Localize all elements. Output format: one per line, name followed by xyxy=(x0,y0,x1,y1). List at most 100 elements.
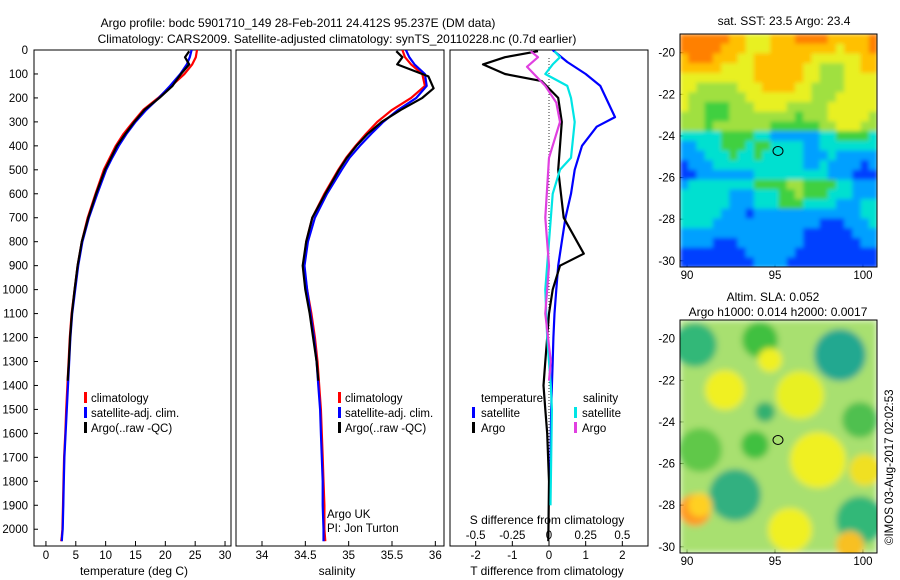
sst-cell xyxy=(745,228,755,239)
sst-cell xyxy=(844,160,854,171)
sst-cell xyxy=(712,228,723,239)
sst-cell xyxy=(835,160,846,171)
sst-cell xyxy=(737,63,747,74)
sst-cell xyxy=(868,101,877,113)
sst-cell xyxy=(753,43,764,55)
sst-cell xyxy=(794,101,805,113)
sst-cell xyxy=(762,101,772,113)
sst-cell xyxy=(819,131,829,142)
depth-tick-label: 1000 xyxy=(2,285,28,297)
depth-tick-label: 400 xyxy=(9,141,28,153)
sst-cell xyxy=(827,111,837,123)
sst-cell xyxy=(729,140,739,152)
sst-cell xyxy=(745,179,755,191)
sst-cell xyxy=(770,179,780,191)
sst-cell xyxy=(868,82,877,94)
sst-cell xyxy=(852,111,862,123)
map-x-tick-label: 95 xyxy=(769,556,782,568)
sst-cell xyxy=(721,63,731,74)
legend-swatch-argo xyxy=(338,422,341,433)
sst-cell xyxy=(712,257,723,267)
sst-cell xyxy=(696,208,706,220)
sst-cell xyxy=(712,218,723,230)
s-diff-tick-label: 0.25 xyxy=(574,530,596,542)
sst-cell xyxy=(680,150,690,162)
sst-cell xyxy=(794,82,805,94)
sst-cell xyxy=(688,218,698,230)
map-x-tick-label: 95 xyxy=(769,270,782,282)
sst-cell xyxy=(729,150,739,162)
sst-map xyxy=(680,34,877,267)
sst-cell xyxy=(786,92,796,103)
sst-cell xyxy=(712,43,723,55)
sst-cell xyxy=(688,82,698,94)
sst-cell xyxy=(868,228,877,239)
sst-cell xyxy=(827,247,837,259)
sst-cell xyxy=(844,237,854,249)
sst-cell xyxy=(712,169,723,181)
sst-cell xyxy=(778,92,788,103)
sst-cell xyxy=(770,53,780,65)
sst-cell xyxy=(819,218,829,230)
sst-cell xyxy=(729,189,739,201)
x-tick-label: 25 xyxy=(189,550,202,562)
sst-cell xyxy=(803,101,813,113)
sst-cell xyxy=(753,150,764,162)
sst-cell xyxy=(753,228,764,239)
sst-cell xyxy=(712,247,723,259)
depth-tick-label: 700 xyxy=(9,213,28,225)
sst-cell xyxy=(794,160,805,171)
sst-cell xyxy=(794,189,805,201)
sst-cell xyxy=(696,218,706,230)
sst-cell xyxy=(696,43,706,55)
sst-cell xyxy=(827,92,837,103)
sst-cell xyxy=(712,131,723,142)
sst-cell xyxy=(852,43,862,55)
sst-cell xyxy=(811,140,821,152)
sst-cell xyxy=(704,43,714,55)
sst-cell xyxy=(688,63,698,74)
sst-cell xyxy=(786,199,796,210)
map-y-tick-label: -26 xyxy=(658,173,675,185)
sst-cell xyxy=(721,92,731,103)
sst-cell xyxy=(721,208,731,220)
sst-cell xyxy=(844,257,854,267)
sst-cell xyxy=(827,34,837,45)
sst-cell xyxy=(819,53,829,65)
sst-cell xyxy=(680,101,690,113)
sst-cell xyxy=(753,101,764,113)
sst-cell xyxy=(835,53,846,65)
sst-cell xyxy=(721,150,731,162)
sst-cell xyxy=(729,92,739,103)
sst-cell xyxy=(729,237,739,249)
sst-cell xyxy=(803,160,813,171)
sst-cell xyxy=(835,101,846,113)
sst-cell xyxy=(794,247,805,259)
sst-cell xyxy=(729,228,739,239)
sst-cell xyxy=(827,121,837,133)
sst-cell xyxy=(844,247,854,259)
sst-cell xyxy=(794,228,805,239)
sst-cell xyxy=(786,82,796,94)
series-line-temperature-argo xyxy=(481,50,585,542)
sst-cell xyxy=(819,43,829,55)
sst-cell xyxy=(835,121,846,133)
sst-cell xyxy=(704,160,714,171)
legend-label: Argo xyxy=(481,423,505,435)
x-tick-label: 15 xyxy=(129,550,142,562)
sst-cell xyxy=(737,218,747,230)
map-x-tick-label: 100 xyxy=(853,556,872,568)
sst-cell xyxy=(852,228,862,239)
legend-heading: salinity xyxy=(583,393,618,405)
sst-cell xyxy=(737,169,747,181)
sst-cell xyxy=(753,121,764,133)
sst-cell xyxy=(721,111,731,123)
sst-cell xyxy=(704,179,714,191)
sst-cell xyxy=(753,247,764,259)
sst-cell xyxy=(770,43,780,55)
sst-cell xyxy=(778,247,788,259)
sst-cell xyxy=(868,208,877,220)
sst-cell xyxy=(762,169,772,181)
sst-cell xyxy=(721,247,731,259)
sst-cell xyxy=(729,208,739,220)
